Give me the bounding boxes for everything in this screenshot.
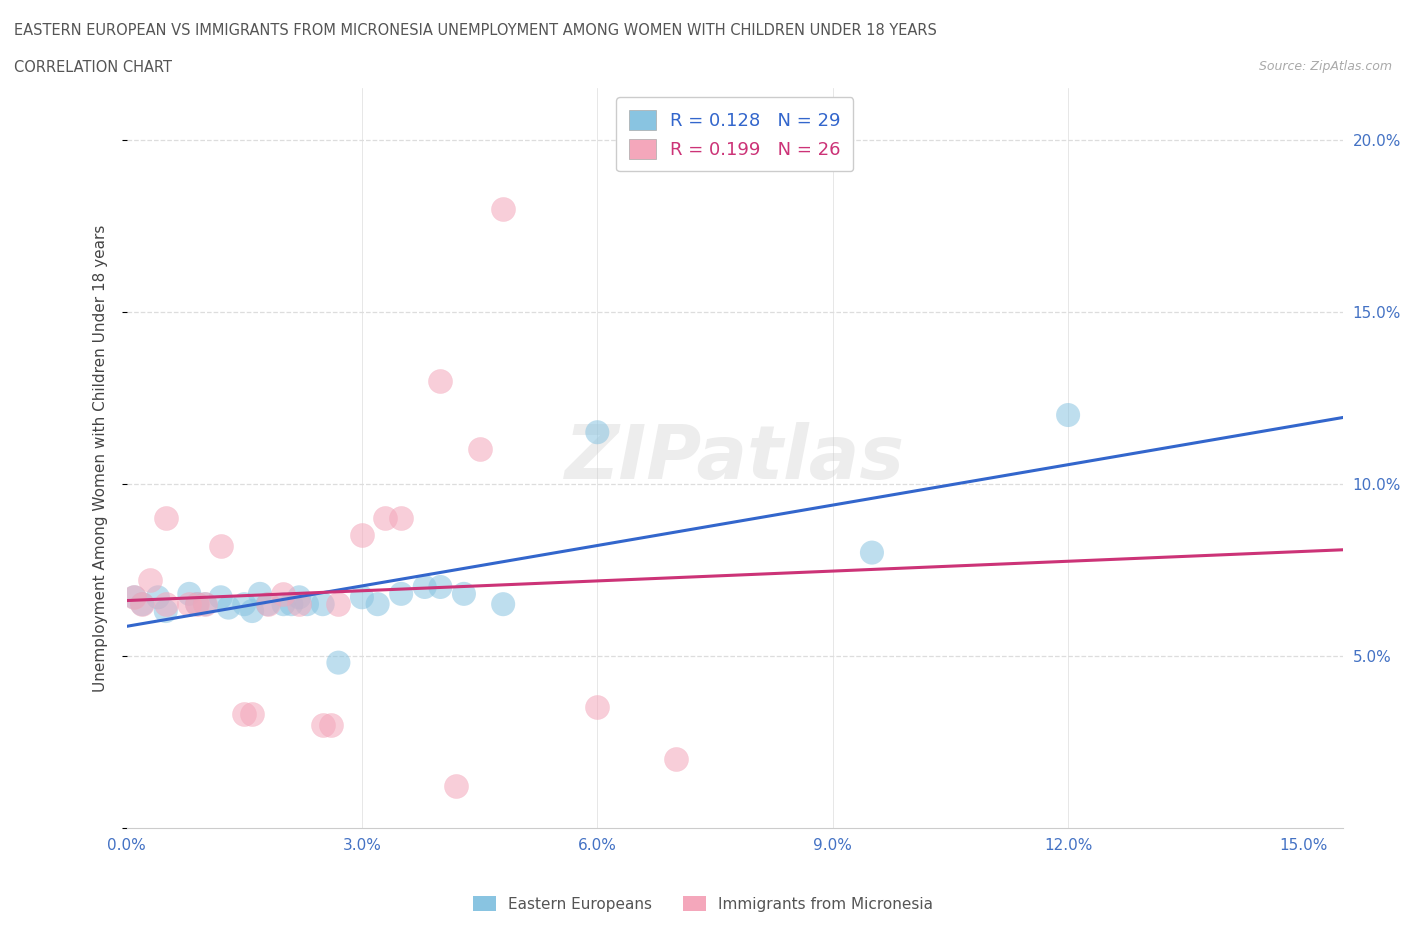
Point — [295, 597, 318, 612]
Point — [155, 597, 177, 612]
Point — [350, 528, 373, 543]
Point — [146, 590, 169, 604]
Point — [194, 597, 217, 612]
Point — [328, 597, 350, 612]
Point — [444, 779, 467, 794]
Legend: R = 0.128   N = 29, R = 0.199   N = 26: R = 0.128 N = 29, R = 0.199 N = 26 — [616, 98, 853, 171]
Text: ZIPatlas: ZIPatlas — [565, 421, 904, 495]
Point — [288, 590, 311, 604]
Point — [155, 511, 177, 525]
Point — [586, 425, 609, 440]
Point — [312, 717, 335, 732]
Text: Source: ZipAtlas.com: Source: ZipAtlas.com — [1258, 60, 1392, 73]
Point — [233, 707, 256, 722]
Point — [209, 538, 232, 553]
Point — [194, 597, 217, 612]
Point — [288, 597, 311, 612]
Point — [413, 579, 436, 594]
Point — [429, 579, 451, 594]
Point — [233, 597, 256, 612]
Point — [240, 707, 263, 722]
Point — [665, 751, 688, 766]
Point — [312, 597, 335, 612]
Point — [139, 573, 162, 588]
Point — [1057, 407, 1080, 422]
Point — [124, 590, 146, 604]
Point — [319, 717, 342, 732]
Legend: Eastern Europeans, Immigrants from Micronesia: Eastern Europeans, Immigrants from Micro… — [467, 889, 939, 918]
Point — [256, 597, 278, 612]
Point — [273, 587, 295, 602]
Point — [860, 545, 883, 560]
Point — [124, 590, 146, 604]
Point — [179, 597, 201, 612]
Point — [492, 201, 515, 216]
Point — [131, 597, 153, 612]
Text: CORRELATION CHART: CORRELATION CHART — [14, 60, 172, 75]
Point — [273, 597, 295, 612]
Point — [256, 597, 278, 612]
Point — [186, 597, 208, 612]
Point — [429, 373, 451, 388]
Point — [155, 604, 177, 618]
Point — [389, 587, 412, 602]
Point — [350, 590, 373, 604]
Point — [389, 511, 412, 525]
Point — [218, 600, 240, 615]
Point — [328, 656, 350, 671]
Point — [186, 597, 208, 612]
Point — [492, 597, 515, 612]
Point — [453, 587, 475, 602]
Point — [131, 597, 153, 612]
Point — [374, 511, 396, 525]
Point — [280, 597, 302, 612]
Point — [240, 604, 263, 618]
Point — [586, 700, 609, 715]
Point — [209, 590, 232, 604]
Point — [249, 587, 271, 602]
Y-axis label: Unemployment Among Women with Children Under 18 years: Unemployment Among Women with Children U… — [93, 224, 108, 692]
Point — [468, 442, 491, 457]
Point — [367, 597, 389, 612]
Point — [179, 587, 201, 602]
Text: EASTERN EUROPEAN VS IMMIGRANTS FROM MICRONESIA UNEMPLOYMENT AMONG WOMEN WITH CHI: EASTERN EUROPEAN VS IMMIGRANTS FROM MICR… — [14, 23, 936, 38]
